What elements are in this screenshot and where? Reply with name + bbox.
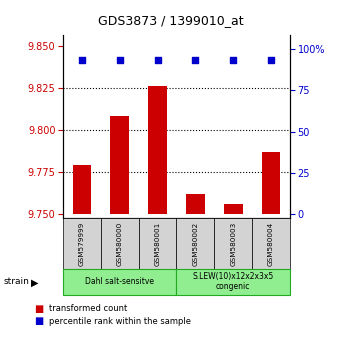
Text: S.LEW(10)x12x2x3x5
congenic: S.LEW(10)x12x2x3x5 congenic [193,272,274,291]
Text: strain: strain [3,277,29,286]
Point [79,57,85,63]
Text: ▶: ▶ [31,278,38,288]
Text: percentile rank within the sample: percentile rank within the sample [49,316,191,326]
Text: GSM580001: GSM580001 [154,221,161,266]
Bar [224,204,242,214]
Bar [73,165,91,214]
Point [231,57,236,63]
Bar [110,116,129,214]
Text: GSM580000: GSM580000 [117,221,123,266]
Point [268,57,274,63]
Point [117,57,122,63]
Text: Dahl salt-sensitve: Dahl salt-sensitve [85,277,154,286]
Text: GDS3873 / 1399010_at: GDS3873 / 1399010_at [98,14,243,27]
Point [155,57,160,63]
Text: ■: ■ [34,316,43,326]
Text: transformed count: transformed count [49,304,128,313]
Point [193,57,198,63]
Text: GSM580004: GSM580004 [268,221,274,266]
Text: GSM580003: GSM580003 [230,221,236,266]
Bar [186,194,205,214]
Text: ■: ■ [34,304,43,314]
Bar [262,152,280,214]
Text: GSM580002: GSM580002 [192,221,198,266]
Text: GSM579999: GSM579999 [79,221,85,266]
Bar [148,86,167,214]
